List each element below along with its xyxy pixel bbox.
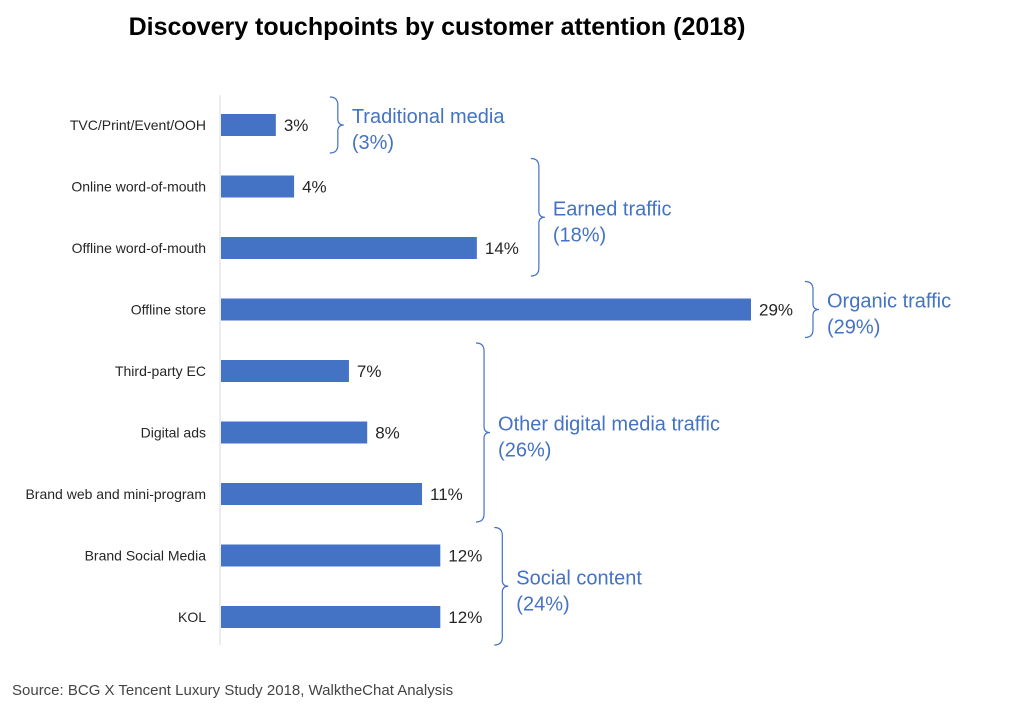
- group-share-traditional-media: (3%): [352, 132, 394, 154]
- bar-offline-store: [221, 298, 751, 321]
- bar-third-party-ec: [221, 360, 349, 382]
- group-label-social-content: Social content: [516, 567, 642, 589]
- brace-other-digital-media-traffic: [476, 342, 491, 523]
- value-label-brand-web-and-mini-program: 11%: [430, 485, 463, 504]
- value-label-digital-ads: 8%: [375, 424, 400, 443]
- source-note: Source: BCG X Tencent Luxury Study 2018,…: [12, 682, 454, 699]
- brace-traditional-media: [329, 96, 344, 154]
- group-share-organic-traffic: (29%): [827, 317, 880, 339]
- group-label-earned-traffic: Earned traffic: [553, 198, 672, 220]
- group-annotations: Traditional media (3%) Earned traffic (18%)…: [329, 96, 951, 646]
- brace-social-content: [494, 526, 509, 646]
- bar-online-word-of-mouth: [221, 175, 295, 198]
- value-label-kol: 12%: [448, 608, 482, 627]
- brace-earned-traffic: [530, 157, 545, 277]
- bar-tvc-print-event-ooh: [221, 114, 276, 136]
- value-label-third-party-ec: 7%: [357, 362, 382, 381]
- category-label-offline-word-of-mouth: Offline word-of-mouth: [72, 240, 206, 256]
- category-label-offline-store: Offline store: [131, 302, 206, 318]
- group-share-earned-traffic: (18%): [553, 224, 606, 246]
- bars: TVC/Print/Event/OOH 3% Online word-of-mout…: [25, 114, 793, 628]
- category-label-digital-ads: Digital ads: [141, 425, 206, 441]
- value-label-online-word-of-mouth: 4%: [302, 178, 327, 197]
- bar-offline-word-of-mouth: [221, 237, 477, 259]
- bar-brand-social-media: [221, 544, 441, 567]
- value-label-offline-word-of-mouth: 14%: [485, 239, 519, 258]
- group-share-other-digital-media-traffic: (26%): [498, 440, 551, 462]
- bar-brand-web-and-mini-program: [221, 483, 423, 505]
- category-label-kol: KOL: [178, 609, 206, 625]
- value-label-offline-store: 29%: [759, 301, 793, 320]
- category-label-third-party-ec: Third-party EC: [115, 363, 206, 379]
- value-label-brand-social-media: 12%: [448, 547, 482, 566]
- value-label-tvc-print-event-ooh: 3%: [284, 116, 309, 135]
- brace-organic-traffic: [804, 280, 820, 339]
- chart-title: Discovery touchpoints by customer attent…: [129, 13, 746, 41]
- category-label-brand-social-media: Brand Social Media: [85, 548, 207, 564]
- category-label-tvc-print-event-ooh: TVC/Print/Event/OOH: [70, 117, 206, 133]
- group-share-social-content: (24%): [516, 593, 569, 615]
- category-label-brand-web-and-mini-program: Brand web and mini-program: [25, 486, 206, 502]
- group-label-traditional-media: Traditional media: [352, 106, 506, 128]
- group-label-other-digital-media-traffic: Other digital media traffic: [498, 414, 720, 436]
- group-label-organic-traffic: Organic traffic: [827, 291, 951, 313]
- bar-kol: [221, 606, 441, 628]
- bar-digital-ads: [221, 421, 368, 444]
- category-label-online-word-of-mouth: Online word-of-mouth: [71, 179, 206, 195]
